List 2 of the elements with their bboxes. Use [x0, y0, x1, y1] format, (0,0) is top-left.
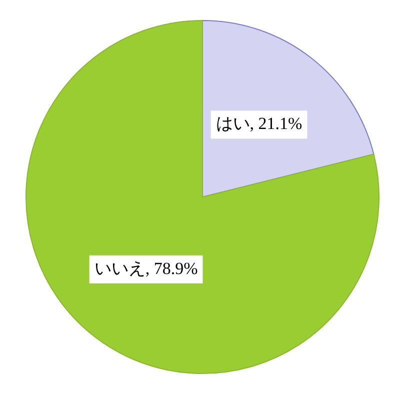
- slice-label: いいえ, 78.9%: [94, 258, 198, 278]
- slice-label: はい, 21.1%: [216, 114, 302, 134]
